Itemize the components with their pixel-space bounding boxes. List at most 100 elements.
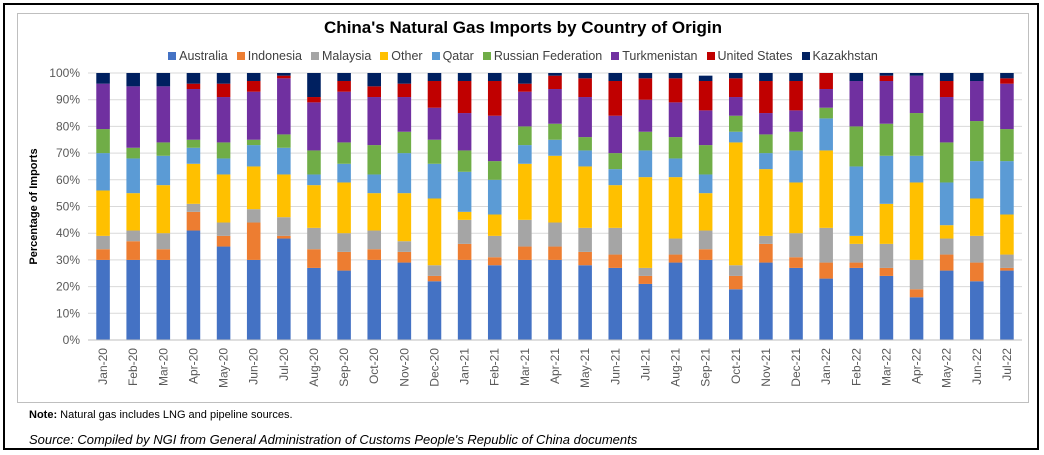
bar-segment-other: [668, 177, 683, 239]
bar-segment-turkmenistan: [216, 97, 231, 143]
x-tick-label: Mar-21: [518, 348, 532, 386]
bar-segment-kazakhstan: [759, 73, 773, 82]
x-tick-label: May-22: [940, 348, 954, 388]
bar-segment-other: [126, 193, 140, 231]
bar-segment-qatar: [728, 131, 743, 143]
legend-label: Russian Federation: [493, 49, 603, 63]
bar-segment-russian-federation: [608, 153, 623, 170]
bar-segment-indonesia: [427, 275, 442, 282]
bar-segment-russian-federation: [698, 145, 713, 175]
legend-label: United States: [717, 49, 793, 63]
bar-segment-malaysia: [638, 267, 653, 276]
bar-segment-malaysia: [307, 227, 321, 250]
bar-segment-australia: [216, 246, 231, 340]
legend-item-other: Other: [380, 49, 423, 63]
bar-segment-malaysia: [367, 230, 382, 250]
y-tick-label: 30%: [56, 253, 80, 267]
bar-segment-indonesia: [216, 235, 231, 247]
x-tick-label: Apr-22: [910, 348, 924, 384]
bar-segment-indonesia: [186, 211, 201, 231]
x-tick-label: Jan-22: [819, 348, 833, 385]
bar-segment-qatar: [246, 145, 261, 167]
x-tick-label: Feb-21: [488, 348, 502, 386]
bar-segment-australia: [126, 259, 140, 340]
bar-segment-other: [427, 198, 442, 266]
bar-segment-malaysia: [939, 238, 954, 255]
bar-segment-united-states: [307, 97, 321, 103]
x-tick-label: Oct-21: [729, 348, 743, 384]
bar-segment-kazakhstan: [789, 73, 803, 82]
legend-item-russian-federation: Russian Federation: [482, 49, 603, 63]
bar-segment-qatar: [457, 171, 472, 212]
bar-segment-united-states: [698, 81, 713, 111]
bar-segment-indonesia: [96, 249, 110, 260]
bar-segment-turkmenistan: [728, 97, 743, 116]
bar-segment-russian-federation: [96, 129, 110, 154]
bar-segment-kazakhstan: [668, 73, 683, 79]
bar-segment-kazakhstan: [337, 73, 351, 82]
bar-segment-russian-federation: [518, 126, 532, 146]
legend-item-qatar: Qatar: [431, 49, 474, 63]
bar-segment-malaysia: [608, 227, 623, 255]
y-tick-label: 80%: [56, 119, 80, 133]
bar-segment-kazakhstan: [186, 73, 201, 84]
legend-swatch: [431, 52, 440, 60]
bar-segment-united-states: [367, 86, 382, 98]
x-tick-label: Aug-21: [669, 348, 683, 387]
bar-segment-other: [397, 193, 412, 242]
bar-segment-other: [156, 185, 171, 234]
bar-segment-malaysia: [487, 235, 502, 258]
bar-segment-turkmenistan: [698, 110, 713, 146]
bar-segment-united-states: [487, 81, 502, 116]
bar-segment-other: [216, 174, 231, 223]
legend-swatch: [611, 52, 620, 60]
y-tick-label: 60%: [56, 173, 80, 187]
bar-segment-turkmenistan: [909, 75, 924, 114]
x-tick-label: May-21: [578, 348, 592, 388]
legend-label: Indonesia: [247, 49, 302, 63]
bar-segment-united-states: [518, 83, 532, 92]
bar-segment-russian-federation: [487, 161, 502, 180]
bar-segment-australia: [246, 259, 261, 340]
bar-segment-australia: [518, 259, 532, 340]
bar-segment-united-states: [939, 81, 954, 98]
bar-segment-indonesia: [246, 222, 261, 260]
bar-segment-kazakhstan: [548, 73, 562, 76]
bar-segment-other: [578, 166, 592, 228]
x-tick-label: May-20: [217, 348, 231, 388]
bar-segment-indonesia: [1000, 267, 1014, 271]
bar-segment-malaysia: [548, 222, 562, 247]
legend-swatch: [482, 52, 491, 60]
bar-segment-qatar: [819, 118, 833, 151]
bar-segment-kazakhstan: [518, 73, 532, 84]
bar-segment-kazakhstan: [849, 73, 864, 82]
bar-segment-malaysia: [759, 235, 773, 244]
x-tick-label: Jun-21: [608, 348, 622, 385]
bar-segment-russian-federation: [156, 142, 171, 156]
bar-segment-russian-federation: [126, 147, 140, 159]
bar-segment-indonesia: [307, 249, 321, 268]
y-tick-label: 90%: [56, 93, 80, 107]
bar-segment-united-states: [216, 83, 231, 98]
x-tick-label: Sep-21: [699, 348, 713, 387]
bar-segment-indonesia: [277, 235, 291, 239]
bar-segment-australia: [96, 259, 110, 340]
legend-item-australia: Australia: [168, 49, 228, 63]
bar-segment-malaysia: [819, 227, 833, 263]
note-label: Note:: [29, 409, 58, 421]
bar-segment-australia: [970, 281, 984, 340]
bar-segment-qatar: [698, 174, 713, 194]
bar-segment-qatar: [970, 161, 984, 199]
bar-segment-qatar: [307, 174, 321, 186]
y-tick-label: 100%: [49, 66, 80, 80]
bar-segment-indonesia: [939, 254, 954, 271]
bar-segment-turkmenistan: [186, 89, 201, 140]
bar-segment-australia: [427, 281, 442, 340]
bar-segment-malaysia: [698, 230, 713, 250]
bar-segment-kazakhstan: [96, 73, 110, 84]
chart-plot: Percentage of Imports 0% 10% 20% 30% 40% 50% 60…: [28, 66, 1022, 388]
bar-segment-australia: [337, 270, 351, 340]
bar-segment-other: [819, 150, 833, 228]
bar-segment-russian-federation: [367, 145, 382, 175]
bar-segment-other: [970, 198, 984, 236]
